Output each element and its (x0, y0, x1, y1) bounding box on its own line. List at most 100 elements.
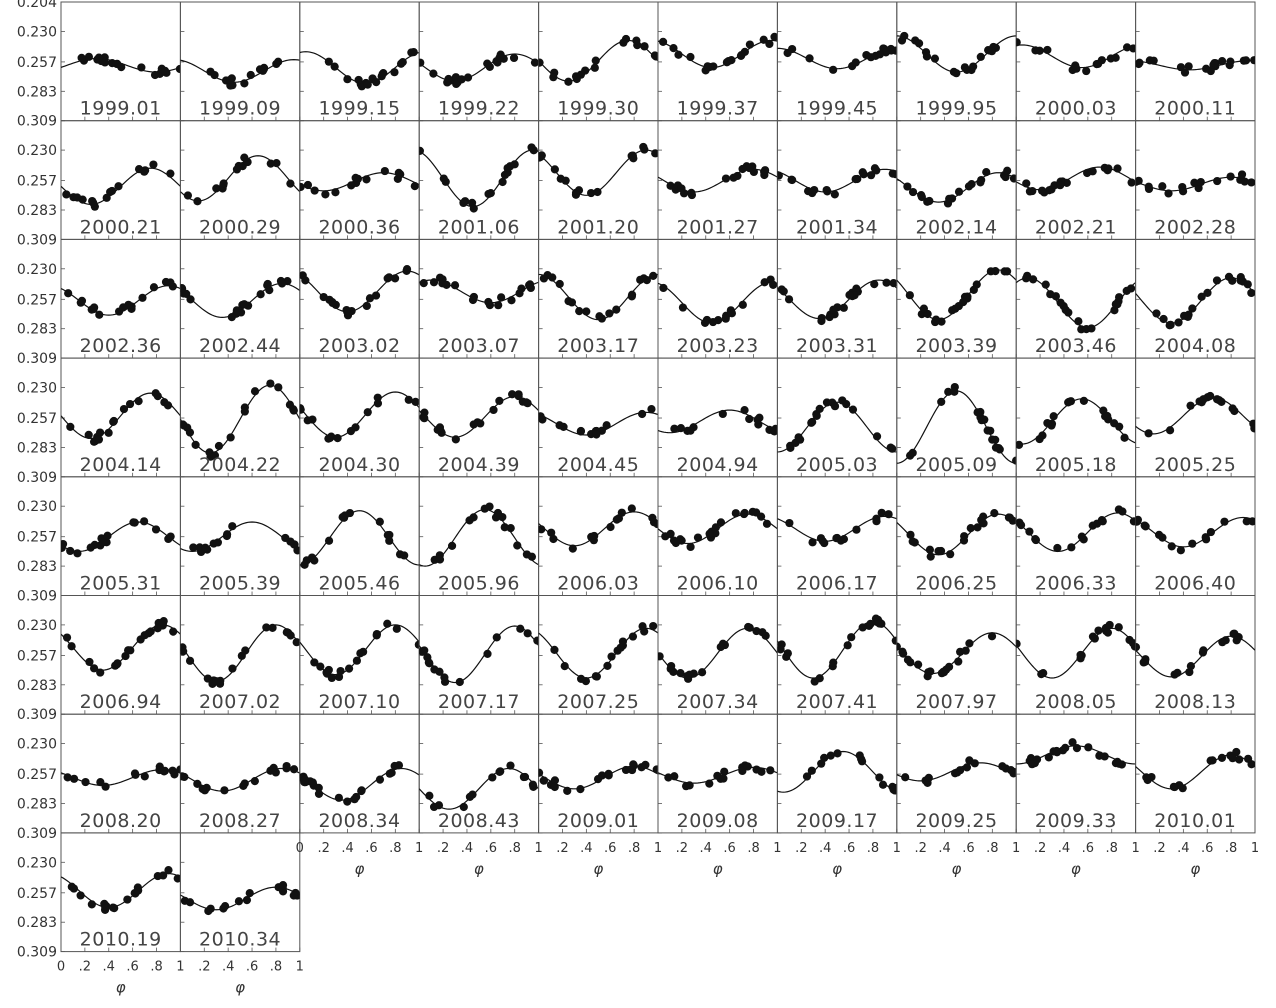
panel-plot-area (1135, 391, 1255, 438)
data-point (1098, 517, 1107, 526)
data-point (344, 664, 354, 673)
x-axis: .2 .4 .6 .8 1 φ (437, 841, 543, 878)
data-point (488, 773, 497, 782)
data-point (852, 284, 861, 293)
data-point (363, 408, 372, 417)
data-point (639, 142, 648, 152)
panel: 2006.33 (1015, 476, 1137, 596)
data-point (394, 168, 403, 177)
data-point (936, 546, 946, 556)
data-point (429, 69, 438, 78)
x-axis: .2 .4 .6 .8 1 φ (914, 841, 1020, 878)
data-point (1164, 189, 1173, 198)
fit-curve (1016, 512, 1136, 553)
panel: 2002.36 0.230 0.257 0.283 0.309 (17, 238, 181, 367)
data-point (650, 51, 658, 60)
epoch-label: 2008.13 (1154, 691, 1236, 713)
data-point (1094, 626, 1103, 635)
panel: 2002.28 (1135, 120, 1256, 240)
data-point (214, 441, 224, 451)
data-point (627, 290, 637, 299)
data-point (1127, 284, 1136, 293)
data-point (963, 294, 972, 303)
data-point (183, 191, 192, 200)
data-point (785, 518, 794, 528)
data-point (1180, 68, 1190, 77)
x-tick-label: .6 (962, 841, 974, 856)
data-point (952, 69, 961, 78)
fit-curve (419, 149, 539, 208)
panel: 2000.11 (1135, 1, 1256, 122)
data-point (66, 546, 75, 556)
data-point (733, 171, 742, 181)
data-point (805, 54, 814, 63)
epoch-label: 2010.19 (80, 929, 162, 951)
data-point (555, 279, 564, 289)
data-point (636, 275, 645, 284)
y-tick-label: 0.230 (17, 855, 57, 871)
data-point (1058, 746, 1068, 755)
data-point (922, 52, 932, 61)
data-point (818, 537, 827, 546)
data-point (1167, 542, 1176, 551)
data-point (720, 767, 729, 776)
data-point (191, 440, 200, 449)
data-point (114, 182, 123, 191)
x-tick-label: 1 (1251, 841, 1259, 856)
panel: 2004.30 (299, 357, 420, 478)
epoch-label: 2002.28 (1154, 216, 1236, 238)
panel: 2003.23 (657, 238, 778, 359)
fit-curve (896, 172, 1017, 203)
x-tick-label: .4 (222, 960, 234, 975)
data-point (96, 778, 105, 787)
data-point (385, 536, 394, 545)
data-point (425, 791, 434, 800)
data-point (140, 772, 149, 781)
epoch-label: 1999.95 (915, 98, 997, 120)
data-point (210, 451, 220, 460)
epoch-label: 2007.02 (199, 691, 281, 713)
data-point (604, 769, 613, 778)
panel-plot-area (777, 614, 897, 686)
y-tick-label: 0.283 (17, 915, 57, 931)
data-point (77, 53, 86, 62)
data-point (444, 74, 453, 84)
data-point (459, 198, 468, 208)
x-tick-label: .2 (1034, 841, 1046, 856)
data-point (495, 53, 505, 62)
epoch-label: 2000.21 (80, 216, 162, 238)
data-point (627, 765, 637, 775)
data-point (670, 424, 679, 433)
data-point (76, 891, 85, 900)
data-point (1056, 298, 1065, 307)
data-point (268, 623, 277, 632)
data-point (638, 409, 647, 419)
data-point (469, 204, 478, 213)
data-point (769, 280, 778, 289)
data-point (784, 295, 794, 304)
data-point (495, 396, 504, 405)
data-point (538, 415, 547, 424)
data-point (761, 166, 770, 175)
panel: 2000.03 (1015, 1, 1137, 122)
data-point (872, 517, 881, 526)
y-tick-label: 0.257 (17, 55, 57, 71)
panel: 2000.36 (299, 120, 420, 240)
data-point (351, 173, 360, 182)
panel: 2006.25 (896, 476, 1017, 596)
panel: 2005.96 (418, 476, 540, 596)
x-axis: .2 .4 .6 .8 1 φ (1034, 841, 1140, 878)
data-point (1043, 45, 1052, 55)
data-point (561, 176, 570, 185)
data-point (429, 278, 439, 287)
data-point (407, 48, 416, 57)
data-point (392, 624, 401, 633)
data-point (322, 668, 331, 677)
data-point (857, 757, 867, 766)
data-point (506, 761, 515, 770)
data-point (1188, 539, 1197, 548)
data-point (852, 525, 861, 534)
y-tick-label: 0.257 (17, 411, 57, 427)
data-point (847, 633, 856, 642)
data-point (1250, 56, 1255, 65)
